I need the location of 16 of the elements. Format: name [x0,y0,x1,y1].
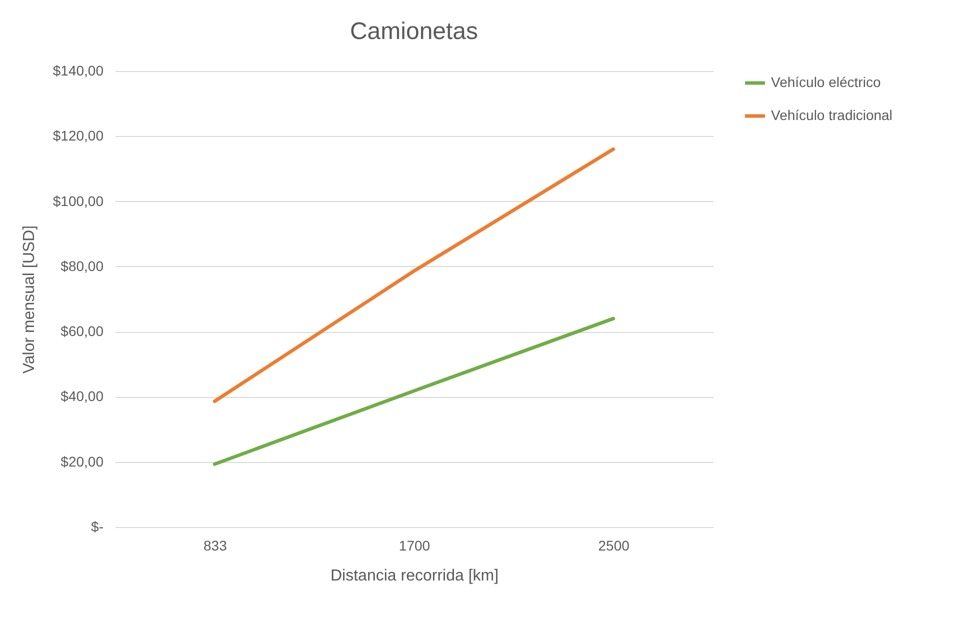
x-tick-label: 1700 [398,538,430,554]
y-tick-label: $60,00 [60,323,104,340]
y-tick-label: $80,00 [60,258,104,274]
x-tick-label: 2500 [598,538,630,554]
y-axis-title: Valor mensual [USD] [20,225,38,374]
legend-label: Vehículo eléctrico [771,74,881,90]
y-tick-label: $140,00 [52,62,104,78]
y-tick-label: $20,00 [60,453,104,470]
x-tick-label: 833 [203,538,228,554]
y-tick-label: $120,00 [52,128,104,144]
legend-label: Vehículo tradicional [771,107,892,123]
y-tick-label: $- [91,518,104,534]
chart-title: Camionetas [350,18,478,45]
x-axis-title: Distancia recorrida [km] [330,568,499,584]
y-tick-label: $40,00 [60,388,104,404]
y-tick-label: $100,00 [52,192,104,209]
